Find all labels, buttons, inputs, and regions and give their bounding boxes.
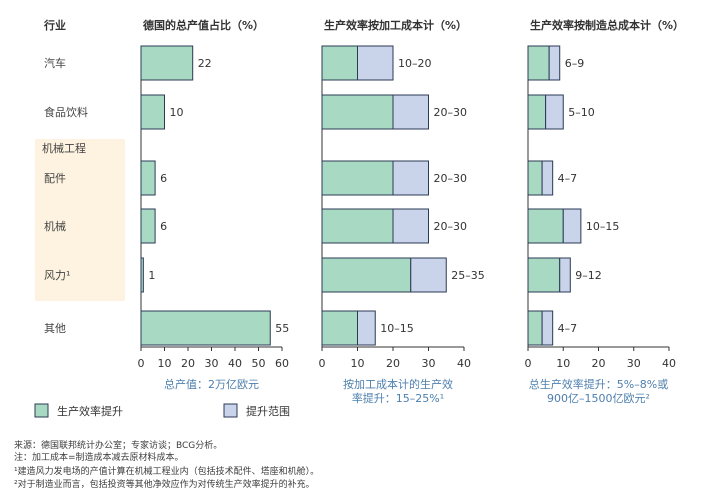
data-label: 10–15 bbox=[380, 322, 414, 335]
data-label: 55 bbox=[275, 322, 289, 335]
data-label: 6 bbox=[160, 172, 167, 185]
header-industry: 行业 bbox=[43, 18, 66, 32]
x-tick-label: 40 bbox=[228, 357, 242, 370]
bar bbox=[140, 94, 165, 130]
category-label: 食品饮料 bbox=[44, 105, 88, 119]
data-label: 10–15 bbox=[586, 220, 620, 233]
bar-gain bbox=[321, 94, 394, 130]
bar bbox=[140, 310, 271, 346]
category-label: 风力¹ bbox=[44, 269, 70, 282]
axis-note: 率提升：15–25%¹ bbox=[352, 391, 444, 405]
data-label: 20–30 bbox=[434, 106, 468, 119]
bar-range bbox=[562, 208, 582, 244]
panel-title: 生产效率按制造总成本计（%） bbox=[530, 18, 684, 32]
bar-gain bbox=[527, 208, 564, 244]
bar-range bbox=[357, 45, 394, 81]
bar-range bbox=[541, 310, 554, 346]
bar bbox=[140, 160, 156, 196]
x-tick-label: 40 bbox=[457, 357, 471, 370]
axis-note: 按加工成本计的生产效 bbox=[343, 377, 453, 391]
x-tick-label: 0 bbox=[319, 357, 326, 370]
data-label: 5–10 bbox=[568, 106, 595, 119]
data-label: 20–30 bbox=[434, 220, 468, 233]
data-label: 10–20 bbox=[398, 57, 432, 70]
footnote-source: 来源：德国联邦统计办公室；专家访谈；BCG分析。 bbox=[14, 441, 223, 451]
group-highlight bbox=[35, 139, 125, 301]
bar-range bbox=[545, 94, 564, 130]
bar bbox=[140, 45, 194, 81]
x-tick-label: 0 bbox=[138, 357, 145, 370]
footnote-2: ²对于制造业而言，包括投资等其他净效应作为对传统生产效率提升的补充。 bbox=[14, 480, 315, 490]
bar-gain bbox=[321, 160, 394, 196]
bar-range bbox=[548, 45, 561, 81]
x-tick-label: 20 bbox=[592, 357, 606, 370]
panel-title: 生产效率按加工成本计（%） bbox=[324, 18, 467, 32]
data-label: 20–30 bbox=[434, 172, 468, 185]
footnote-note: 注：加工成本=制造成本减去原材料成本。 bbox=[14, 453, 184, 463]
axis-note: 总生产效率提升：5%–8%或 bbox=[529, 377, 668, 391]
group-label: 机械工程 bbox=[42, 141, 86, 155]
bar-gain bbox=[527, 45, 550, 81]
bar-gain bbox=[321, 208, 394, 244]
bar-range bbox=[392, 160, 429, 196]
bar-range bbox=[392, 94, 429, 130]
bar bbox=[140, 208, 156, 244]
bar-range bbox=[392, 208, 429, 244]
data-label: 6 bbox=[160, 220, 167, 233]
axis-note: 900亿–1500亿欧元² bbox=[547, 392, 650, 405]
x-tick-label: 10 bbox=[351, 357, 365, 370]
legend-swatch-range bbox=[223, 403, 238, 418]
category-label: 配件 bbox=[44, 172, 66, 185]
bar-gain bbox=[321, 257, 412, 293]
x-tick-label: 30 bbox=[422, 357, 436, 370]
data-label: 25–35 bbox=[451, 269, 485, 282]
bar-range bbox=[541, 160, 554, 196]
x-tick-label: 40 bbox=[662, 357, 676, 370]
x-tick-label: 50 bbox=[252, 357, 266, 370]
bar-range bbox=[559, 257, 571, 293]
data-label: 6–9 bbox=[565, 57, 585, 70]
category-label: 其他 bbox=[44, 322, 66, 335]
x-tick-label: 60 bbox=[275, 357, 289, 370]
x-tick-label: 20 bbox=[386, 357, 400, 370]
bar bbox=[140, 257, 144, 293]
bar-gain bbox=[321, 45, 358, 81]
legend-label: 生产效率提升 bbox=[57, 404, 123, 418]
x-tick-label: 20 bbox=[181, 357, 195, 370]
data-label: 10 bbox=[170, 106, 184, 119]
x-tick-label: 30 bbox=[205, 357, 219, 370]
footnote-1: ¹建造风力发电场的产值计算在机械工程业内（包括技术配件、塔座和机舱）。 bbox=[14, 467, 320, 477]
category-label: 机械 bbox=[44, 219, 66, 233]
axis-note: 总产值：2万亿欧元 bbox=[164, 377, 259, 391]
legend-label: 提升范围 bbox=[246, 404, 290, 418]
legend-swatch-gain bbox=[34, 403, 49, 418]
bar-gain bbox=[321, 310, 358, 346]
data-label: 1 bbox=[148, 269, 155, 282]
bar-range bbox=[357, 310, 376, 346]
data-label: 9–12 bbox=[575, 269, 602, 282]
category-label: 汽车 bbox=[44, 56, 66, 70]
data-label: 22 bbox=[198, 57, 212, 70]
x-tick-label: 0 bbox=[525, 357, 532, 370]
data-label: 4–7 bbox=[558, 172, 578, 185]
bar-gain bbox=[527, 257, 561, 293]
x-tick-label: 10 bbox=[556, 357, 570, 370]
x-tick-label: 10 bbox=[158, 357, 172, 370]
bar-gain bbox=[527, 160, 543, 196]
x-tick-label: 30 bbox=[627, 357, 641, 370]
data-label: 4–7 bbox=[558, 322, 578, 335]
panel-title: 德国的总产值占比（%） bbox=[142, 18, 264, 32]
bar-gain bbox=[527, 310, 543, 346]
bar-range bbox=[410, 257, 447, 293]
bar-gain bbox=[527, 94, 547, 130]
